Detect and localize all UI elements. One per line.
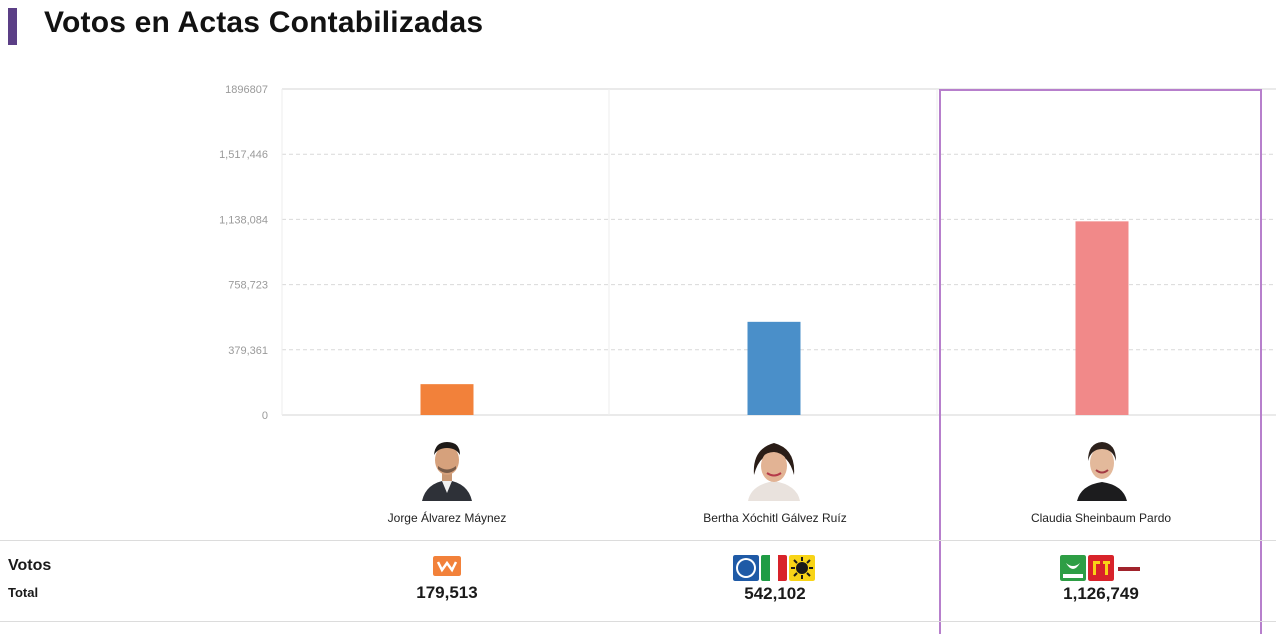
title-accent-bar <box>8 8 17 45</box>
winner-highlight <box>939 89 1262 634</box>
verde-logo-icon <box>1060 555 1086 581</box>
pri-logo-icon <box>761 555 787 581</box>
candidate-name: Bertha Xóchitl Gálvez Ruíz <box>703 511 847 525</box>
party-logos <box>433 556 461 584</box>
candidate-total: 179,513 <box>416 583 478 602</box>
row-divider-top <box>0 540 1276 541</box>
y-tick-label: 1,517,446 <box>219 149 268 161</box>
candidate-photo-galvez <box>745 435 803 501</box>
prd-logo-icon <box>789 555 815 581</box>
row-divider-bottom <box>0 621 1276 622</box>
morena-logo-icon <box>1116 555 1142 581</box>
pan-logo-icon <box>733 555 759 581</box>
y-tick-label: 379,361 <box>228 345 268 357</box>
bar-chart: 0 379,361 758,723 1,138,084 1,517,446 1896807 <box>219 84 1276 422</box>
party-logos <box>733 555 815 583</box>
total-label: Total <box>8 585 39 600</box>
candidate-name: Claudia Sheinbaum Pardo <box>1030 511 1172 525</box>
pt-logo-icon <box>1088 555 1114 581</box>
bar[interactable] <box>747 321 801 415</box>
bar[interactable] <box>420 384 474 415</box>
candidate-total: 1,126,749 <box>1063 584 1139 603</box>
y-tick-label: 1896807 <box>225 84 268 96</box>
votos-label: Votos <box>8 557 52 574</box>
page-title: Votos en Actas Contabilizadas <box>44 6 484 39</box>
candidate-total: 542,102 <box>744 584 806 603</box>
y-tick-label: 758,723 <box>228 280 268 292</box>
y-tick-label: 0 <box>262 410 268 422</box>
candidate-photo-sheinbaum <box>1073 435 1131 501</box>
y-tick-label: 1,138,084 <box>219 214 268 226</box>
candidate-photo-alvarez <box>418 435 476 501</box>
bar[interactable] <box>1075 221 1129 415</box>
candidate-name: Jorge Álvarez Máynez <box>387 511 507 525</box>
party-logos <box>1060 555 1142 583</box>
mc-logo-icon <box>433 556 461 576</box>
